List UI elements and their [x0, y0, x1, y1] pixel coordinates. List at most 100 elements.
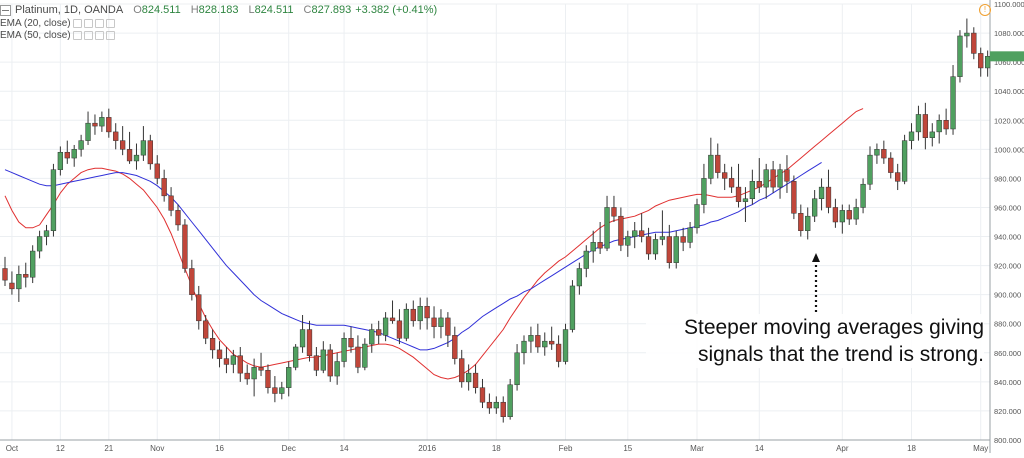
candle	[555, 335, 562, 368]
candle	[929, 123, 935, 147]
candle	[500, 396, 506, 423]
candle-body	[486, 401, 493, 409]
candle-body	[216, 349, 223, 359]
candle	[680, 227, 686, 252]
candle	[597, 222, 603, 254]
candle-body	[251, 367, 257, 380]
more-icon[interactable]	[105, 18, 115, 28]
candle	[888, 152, 894, 179]
candle	[452, 326, 458, 365]
x-tick-label: 18	[907, 444, 916, 453]
collapse-legend-icon[interactable]	[0, 4, 11, 16]
candle	[355, 335, 361, 374]
change-value: +3.382 (+0.41%)	[355, 4, 438, 16]
candle-body	[57, 151, 64, 170]
candle-body	[362, 343, 368, 368]
candle	[237, 346, 243, 382]
candle-body	[652, 239, 659, 255]
candle-body	[2, 268, 8, 281]
candle-body	[528, 335, 534, 342]
candle-body	[140, 140, 147, 156]
candle	[971, 27, 977, 60]
candle-body	[666, 236, 672, 263]
remove-icon[interactable]	[94, 30, 104, 40]
candle	[348, 326, 354, 353]
candle-body	[36, 236, 43, 252]
candle	[922, 102, 929, 150]
candle-body	[715, 154, 721, 173]
candle	[798, 204, 804, 237]
candle-body	[549, 340, 555, 345]
remove-icon[interactable]	[94, 18, 104, 28]
visibility-toggle-icon[interactable]	[72, 18, 82, 28]
ema50-line	[4, 161, 822, 351]
candle-body	[223, 358, 230, 365]
candle	[645, 227, 652, 260]
candle-body	[853, 207, 859, 220]
candle	[417, 297, 423, 330]
close-label: C	[303, 4, 312, 16]
y-tick-label: 800.000	[994, 436, 1021, 445]
candle	[895, 163, 901, 191]
candle	[382, 312, 389, 342]
candle	[168, 187, 174, 217]
settings-icon[interactable]	[83, 18, 93, 28]
y-tick-label: 1100.000	[994, 0, 1024, 9]
candle-body	[611, 207, 617, 217]
candle-body	[292, 346, 299, 368]
candle	[507, 378, 513, 420]
candle-body	[915, 114, 922, 133]
candle-body	[237, 355, 243, 374]
x-tick-label: May	[973, 444, 988, 453]
candle-body	[258, 367, 264, 371]
candle-body	[645, 236, 652, 255]
candle	[715, 143, 721, 179]
candle	[286, 361, 292, 397]
candle	[784, 155, 790, 193]
candle-body	[452, 335, 458, 359]
y-tick-label: 1000.000	[994, 145, 1024, 154]
candle-body	[936, 120, 942, 133]
candle	[147, 134, 153, 170]
candle	[701, 163, 707, 214]
candle-body	[929, 131, 935, 138]
candle	[943, 108, 949, 135]
candle-body	[106, 117, 112, 133]
candle-body	[569, 285, 576, 330]
warning-icon[interactable]: !	[979, 4, 991, 16]
candle-body	[196, 294, 202, 322]
candle	[175, 204, 181, 231]
candle	[950, 65, 956, 135]
candle-body	[597, 242, 603, 249]
candle	[964, 18, 970, 48]
candle	[825, 169, 832, 214]
candle-body	[978, 53, 984, 69]
candle	[542, 332, 548, 356]
candle-body	[625, 236, 631, 246]
settings-icon[interactable]	[83, 30, 93, 40]
candle-body	[604, 207, 610, 249]
candle	[583, 245, 589, 278]
candle-body	[424, 306, 430, 319]
candle-body	[749, 181, 756, 199]
candle-body	[438, 317, 444, 327]
candle	[182, 219, 188, 273]
chart-annotation: Steeper moving averages giving signals t…	[646, 314, 984, 368]
candle	[978, 47, 984, 77]
candle-body	[369, 329, 375, 345]
candle-body	[299, 329, 306, 348]
candle-body	[832, 207, 839, 223]
candle-body	[147, 140, 153, 165]
candle-body	[286, 367, 292, 388]
x-tick-label: Mar	[690, 444, 704, 453]
candle-body	[376, 329, 382, 336]
candle	[708, 137, 714, 185]
candle-body	[562, 329, 569, 362]
candle-body	[659, 236, 666, 240]
visibility-toggle-icon[interactable]	[72, 30, 82, 40]
candle	[362, 338, 368, 371]
candle-body	[618, 215, 624, 246]
more-icon[interactable]	[105, 30, 115, 40]
candle-body	[265, 369, 271, 388]
